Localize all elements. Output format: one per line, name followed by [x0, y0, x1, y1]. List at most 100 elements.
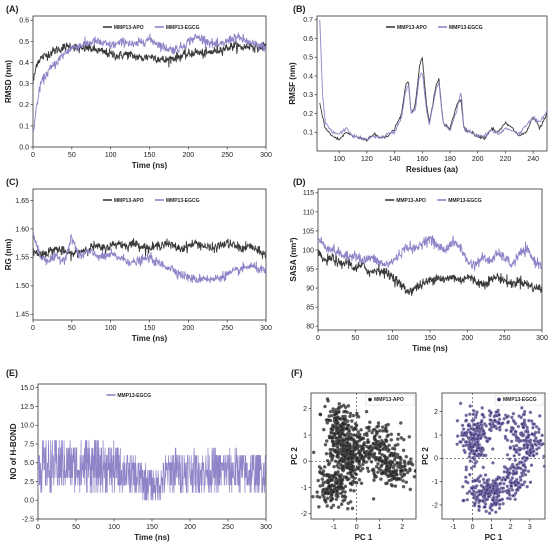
scatter-point: [503, 478, 508, 482]
legend-label: MMP13-EGCG: [449, 25, 483, 31]
scatter-point: [345, 448, 349, 452]
scatter-point: [381, 447, 385, 451]
scatter-point: [464, 465, 469, 469]
scatter-point: [464, 440, 469, 444]
scatter-point: [333, 459, 338, 463]
scatter-point: [522, 480, 527, 484]
scatter-points: [311, 397, 416, 511]
scatter-point: [325, 496, 330, 501]
y-tick-label: 15.0: [20, 385, 34, 392]
scatter-point: [481, 453, 486, 458]
scatter-point: [365, 431, 369, 436]
scatter-point: [323, 480, 328, 484]
scatter-point: [479, 483, 484, 488]
scatter-point: [470, 486, 474, 491]
scatter-point: [367, 457, 371, 461]
y-tick-label: -1: [432, 479, 438, 486]
scatter-point: [335, 454, 339, 459]
scatter-point: [353, 446, 357, 450]
scatter-point: [472, 503, 477, 508]
legend: MMP13-APO MMP13-EGCG: [385, 198, 482, 204]
scatter-point: [464, 413, 468, 418]
scatter-point: [491, 484, 496, 489]
scatter-point: [478, 499, 482, 503]
scatter-point: [525, 484, 529, 489]
scatter-point: [492, 501, 497, 506]
scatter-point: [345, 426, 349, 431]
scatter-point: [485, 488, 489, 493]
x-tick-label: 0: [31, 152, 35, 159]
scatter-point: [338, 435, 343, 439]
scatter-point: [349, 436, 353, 440]
scatter-point: [372, 451, 377, 456]
scatter-point: [497, 417, 502, 421]
scatter-point: [346, 457, 351, 461]
scatter-point: [320, 477, 325, 481]
legend: MMP13-APO MMP13-EGCG: [386, 25, 483, 31]
y-tick-label: 2.5: [24, 479, 34, 486]
scatter-point: [334, 424, 339, 428]
scatter-point: [472, 464, 477, 469]
scatter-point: [501, 486, 506, 490]
scatter-point: [522, 443, 526, 448]
scatter-point: [491, 498, 495, 502]
scatter-point: [494, 410, 498, 414]
scatter-point: [331, 474, 335, 479]
scatter-point: [521, 463, 525, 468]
scatter-point: [334, 497, 339, 502]
scatter-point: [399, 421, 403, 425]
plot-area: [38, 439, 266, 501]
scatter-point: [330, 458, 334, 462]
scatter-point: [409, 457, 413, 461]
scatter-point: [325, 458, 330, 463]
scatter-point: [371, 497, 376, 501]
scatter-point: [469, 491, 474, 496]
scatter-point: [514, 443, 519, 448]
scatter-point: [504, 428, 509, 432]
y-tick-label: 0.1: [303, 130, 313, 137]
scatter-point: [335, 445, 340, 449]
scatter-point: [507, 457, 512, 461]
x-tick-label: 1: [490, 524, 494, 531]
scatter-point: [329, 505, 334, 510]
scatter-point: [325, 504, 329, 508]
scatter-point: [404, 454, 409, 459]
scatter-point: [479, 420, 484, 424]
scatter-point: [467, 489, 472, 494]
scatter-point: [336, 431, 340, 435]
scatter-point: [461, 484, 465, 489]
scatter-point: [531, 425, 535, 430]
y-tick-label: 2: [434, 409, 438, 416]
scatter-point: [467, 455, 472, 459]
panel-label: (A): [6, 4, 19, 14]
scatter-point: [379, 464, 383, 469]
scatter-point: [388, 453, 392, 457]
x-tick-label: 150: [144, 152, 156, 159]
y-axis-label: NO of H-BOND: [9, 423, 18, 479]
scatter-point: [343, 409, 348, 414]
scatter-point: [317, 505, 321, 509]
scatter-point: [468, 472, 472, 477]
scatter-point: [477, 446, 481, 450]
scatter-point: [330, 435, 334, 440]
scatter-point: [326, 462, 331, 467]
scatter-point: [377, 428, 382, 433]
y-tick-label: 0.7: [303, 17, 313, 24]
scatter-point: [465, 498, 470, 502]
scatter-point: [546, 426, 549, 429]
scatter-point: [520, 431, 524, 435]
scatter-point: [342, 433, 347, 437]
x-tick-label: 200: [182, 152, 194, 159]
scatter-point: [335, 489, 339, 493]
scatter-point: [339, 502, 344, 507]
scatter-point: [325, 439, 329, 443]
scatter-point: [340, 486, 345, 491]
scatter-point: [349, 460, 353, 464]
panel-label: (D): [293, 177, 306, 187]
scatter-point: [333, 470, 338, 475]
scatter-point: [495, 484, 500, 489]
y-tick-label: 10.0: [20, 423, 34, 430]
scatter-point: [376, 462, 380, 466]
scatter-point: [385, 429, 389, 433]
